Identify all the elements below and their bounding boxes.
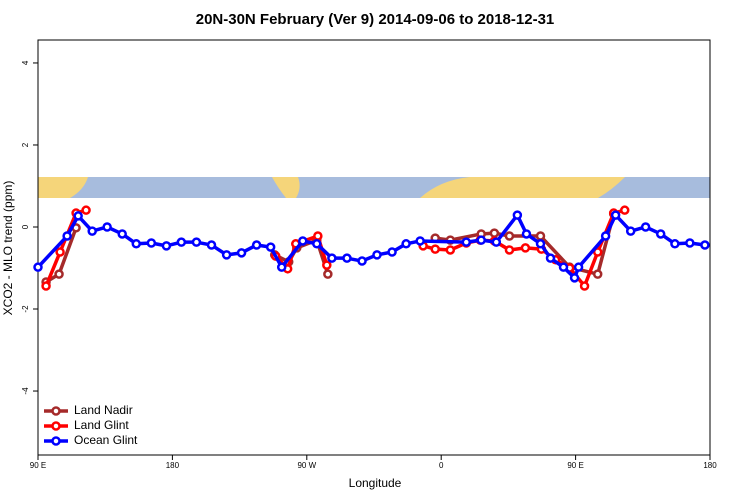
point: [491, 237, 502, 247]
legend-label: Land Glint: [74, 418, 129, 432]
point: [298, 236, 308, 246]
point: [41, 281, 51, 291]
point: [221, 250, 232, 260]
point: [520, 243, 531, 253]
legend-marker: [51, 406, 61, 416]
point: [87, 226, 97, 236]
point: [342, 253, 352, 263]
legend-label: Land Nadir: [74, 403, 133, 417]
point: [592, 269, 603, 279]
point: [685, 238, 695, 248]
map-land: [272, 177, 300, 198]
point: [265, 242, 276, 252]
y-tick-label: 2: [21, 142, 30, 147]
x-tick-label: 0: [439, 461, 444, 470]
map-land: [420, 177, 625, 198]
y-tick-label: 4: [21, 60, 30, 65]
point: [670, 239, 680, 249]
point: [504, 245, 515, 255]
x-tick-label: 180: [166, 461, 180, 470]
point: [131, 239, 142, 249]
point: [610, 210, 621, 220]
point: [625, 226, 636, 236]
legend-label: Ocean Glint: [74, 433, 138, 447]
plot-frame: [37, 39, 711, 456]
point: [504, 231, 515, 241]
point: [62, 231, 72, 241]
point: [357, 256, 367, 266]
point: [579, 281, 590, 291]
point: [600, 231, 611, 241]
x-tick-label: 90 E: [30, 461, 46, 470]
point: [54, 269, 64, 279]
point: [117, 229, 127, 239]
y-axis-label: XCO2 - MLO trend (ppm): [1, 181, 15, 316]
point: [489, 228, 500, 238]
point: [33, 262, 43, 272]
point: [276, 262, 287, 272]
point: [401, 239, 411, 249]
point: [191, 237, 202, 247]
point: [512, 210, 523, 220]
point: [327, 253, 337, 263]
point: [558, 262, 569, 272]
point: [323, 269, 333, 279]
point: [521, 229, 532, 239]
x-tick-label: 180: [703, 461, 717, 470]
point: [161, 241, 172, 251]
point: [640, 222, 651, 232]
point: [655, 229, 666, 239]
point: [573, 262, 584, 272]
point: [476, 235, 486, 245]
point: [545, 253, 556, 263]
point: [102, 222, 112, 232]
point: [236, 248, 247, 258]
point: [700, 240, 710, 250]
point: [535, 231, 546, 241]
point: [387, 247, 397, 257]
point: [569, 273, 580, 283]
chart-title: 20N-30N February (Ver 9) 2014-09-06 to 2…: [196, 11, 555, 28]
point: [176, 237, 187, 247]
point: [461, 237, 472, 247]
point: [445, 245, 456, 255]
point: [55, 247, 65, 257]
point: [372, 250, 382, 260]
point: [313, 231, 323, 241]
point: [415, 236, 425, 246]
point: [81, 205, 91, 215]
x-axis-label: Longitude: [349, 476, 402, 490]
y-tick-label: -4: [21, 387, 30, 395]
point: [592, 247, 603, 257]
map-strip: [38, 177, 710, 198]
point: [535, 239, 546, 249]
legend-marker: [51, 421, 61, 431]
x-tick-label: 90 W: [297, 461, 316, 470]
point: [312, 239, 322, 249]
legend-marker: [51, 436, 61, 446]
y-tick-label: -2: [21, 305, 30, 313]
x-tick-label: 90 E: [567, 461, 583, 470]
point: [322, 260, 332, 270]
point: [251, 240, 262, 250]
y-tick-label: 0: [21, 224, 30, 229]
point: [206, 240, 217, 250]
map-land: [38, 177, 88, 198]
point: [73, 211, 83, 221]
point: [146, 238, 157, 248]
point: [430, 244, 440, 254]
point: [619, 205, 630, 215]
